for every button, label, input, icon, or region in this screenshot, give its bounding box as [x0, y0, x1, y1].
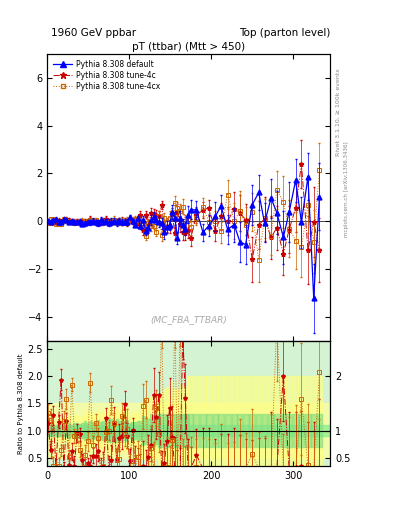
- Text: 1960 GeV ppbar: 1960 GeV ppbar: [51, 28, 136, 38]
- Legend: Pythia 8.308 default, Pythia 8.308 tune-4c, Pythia 8.308 tune-4cx: Pythia 8.308 default, Pythia 8.308 tune-…: [51, 57, 163, 93]
- Text: mcplots.cern.ch [arXiv:1306.3436]: mcplots.cern.ch [arXiv:1306.3436]: [344, 142, 349, 237]
- Y-axis label: Ratio to Pythia 8.308 default: Ratio to Pythia 8.308 default: [18, 353, 24, 454]
- Text: (MC_FBA_TTBAR): (MC_FBA_TTBAR): [150, 315, 227, 324]
- Bar: [47, 403, 330, 458]
- Bar: [47, 425, 330, 436]
- Text: Top (parton level): Top (parton level): [239, 28, 330, 38]
- Bar: [47, 341, 330, 466]
- Text: Rivet 3.1.10, ≥ 100k events: Rivet 3.1.10, ≥ 100k events: [336, 69, 341, 157]
- Title: pT (ttbar) (Mtt > 450): pT (ttbar) (Mtt > 450): [132, 41, 245, 52]
